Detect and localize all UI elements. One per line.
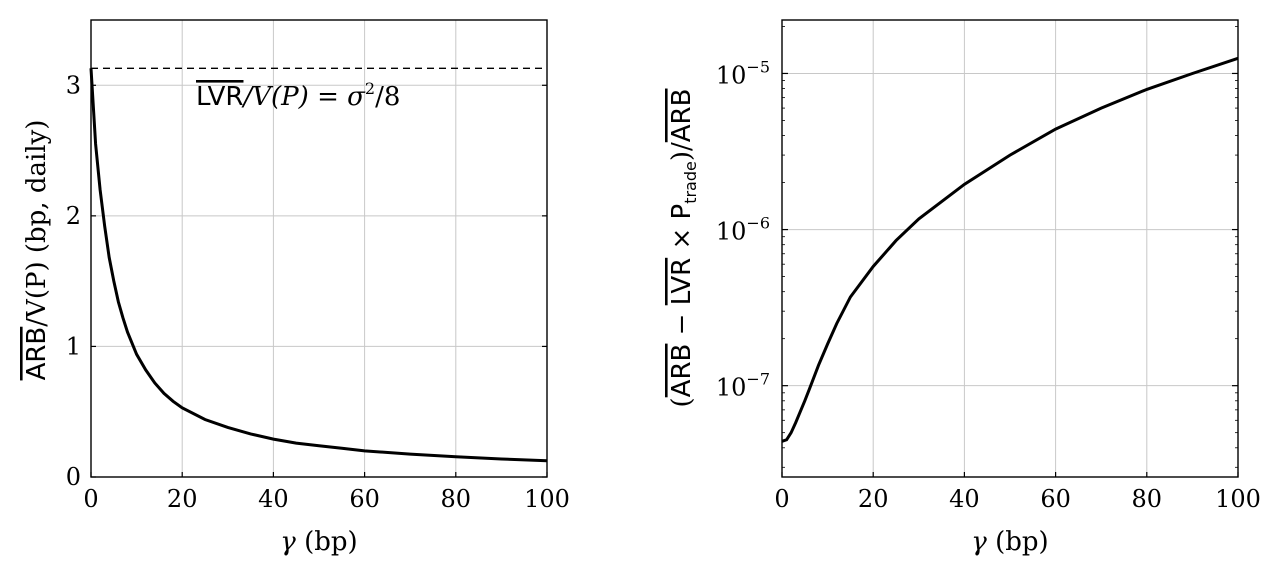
right-y-tick-exp: −5 (746, 57, 770, 76)
right-ylabel-open: ( (667, 397, 697, 407)
left-xlabel-var: γ (280, 527, 296, 557)
right-x-tick-label: 100 (1215, 485, 1261, 513)
right-xlabel-unit: (bp) (987, 527, 1049, 557)
left-x-tick-label: 20 (167, 485, 198, 513)
right-y-tick-label: 10−6 (716, 214, 770, 246)
left-annotation: LVR/V(P) = σ2/8 (196, 79, 400, 112)
left-x-tick-label: 100 (524, 485, 570, 513)
right-y-tick-base: 10 (716, 374, 747, 402)
right-x-tick-label: 40 (949, 485, 980, 513)
right-y-tick-label: 10−7 (716, 370, 770, 402)
left-y-tick-label: 1 (66, 332, 81, 360)
right-ylabel-close: )/ (667, 142, 697, 161)
left-x-tick-label: 40 (258, 485, 289, 513)
left-y-tick-label: 3 (66, 71, 81, 99)
right-ylabel-arb: ARB (667, 344, 697, 398)
right-y-tick-base: 10 (716, 61, 747, 89)
right-x-axis-label: γ (bp) (971, 527, 1048, 557)
left-x-tick-label: 60 (349, 485, 380, 513)
right-y-tick-exp: −6 (746, 214, 770, 233)
right-ylabel-minus: − (667, 305, 697, 343)
annotation-sq: 2 (365, 79, 375, 98)
right-ylabel-arb2: ARB (667, 89, 697, 143)
left-ticks: 0 20 40 60 80 100 0 1 2 3 (66, 71, 570, 513)
right-x-tick-label: 60 (1040, 485, 1071, 513)
right-y-axis-label: (ARB − LVR × Ptrade)/ARB (667, 89, 700, 408)
annotation-lvr: LVR (196, 82, 243, 112)
left-x-tick-label: 80 (441, 485, 472, 513)
left-ylabel-rest: /V(P) (bp, daily) (22, 120, 52, 327)
right-ylabel-times: × P (667, 204, 697, 258)
right-grid (782, 20, 1238, 477)
right-y-tick-exp: −7 (746, 370, 770, 389)
right-axes-frame (781, 19, 1239, 478)
right-ylabel-lvr: LVR (667, 258, 697, 305)
left-y-tick-label: 2 (66, 202, 81, 230)
right-x-tick-label: 80 (1132, 485, 1163, 513)
left-grid (91, 20, 547, 477)
right-ylabel-sub: trade (681, 161, 700, 204)
left-xlabel-unit: (bp) (296, 527, 358, 557)
left-y-axis-label: ARB/V(P) (bp, daily) (22, 120, 52, 381)
annotation-tail: /8 (375, 82, 400, 112)
left-axes-frame (90, 19, 548, 478)
right-x-tick-label: 0 (774, 485, 789, 513)
left-x-axis-label: γ (bp) (280, 527, 357, 557)
right-xlabel-var: γ (971, 527, 987, 557)
right-y-tick-base: 10 (716, 218, 747, 246)
right-series-line (781, 56, 1239, 443)
right-x-tick-label: 20 (858, 485, 889, 513)
right-y-tick-label: 10−5 (716, 57, 770, 89)
left-ylabel-arb: ARB (22, 327, 52, 381)
left-y-tick-label: 0 (66, 463, 81, 491)
left-series-line (89, 68, 548, 463)
annotation-eq: /V(P) = σ (240, 82, 366, 112)
left-x-tick-label: 0 (83, 485, 98, 513)
